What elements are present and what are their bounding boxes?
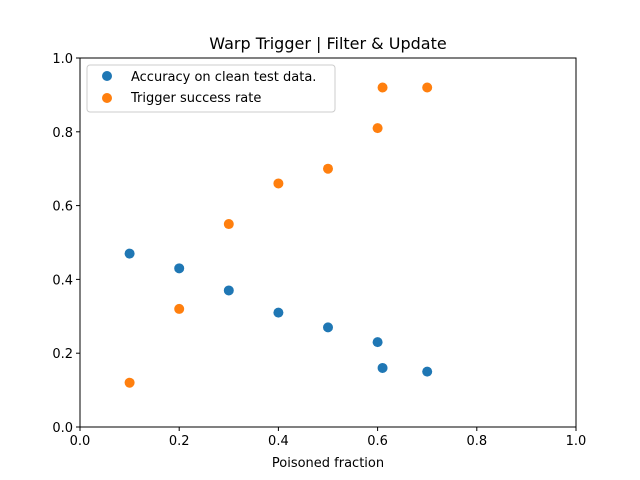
x-tick-label: 0.6: [367, 434, 388, 449]
y-tick-label: 0.6: [52, 200, 73, 215]
legend-box: [86, 64, 336, 113]
legend-marker-accuracy: [102, 71, 112, 81]
data-point-series-1: [223, 219, 234, 230]
x-tick-label: 1.0: [566, 434, 587, 449]
x-axis-label: Poisoned fraction: [272, 456, 384, 471]
y-tick-label: 0.8: [52, 126, 73, 141]
legend-label-trigger: Trigger success rate: [130, 91, 261, 106]
data-point-series-1: [124, 377, 135, 388]
legend-label-accuracy: Accuracy on clean test data.: [131, 70, 316, 85]
data-point-series-0: [124, 248, 135, 259]
x-tick-label: 0.8: [466, 434, 487, 449]
x-axis-ticks: 0.0 0.2 0.4 0.6 0.8 1.0: [70, 427, 587, 449]
data-point-series-1: [377, 82, 388, 93]
data-points: [124, 82, 433, 388]
y-tick-label: 0.2: [52, 347, 73, 362]
y-tick-label: 0.4: [52, 273, 73, 288]
data-point-series-0: [174, 263, 185, 274]
legend: Accuracy on clean test data. Trigger suc…: [86, 64, 336, 113]
y-axis-ticks: 0.0 0.2 0.4 0.6 0.8 1.0: [52, 52, 80, 436]
plot-frame: [79, 57, 577, 428]
data-point-series-1: [323, 163, 333, 174]
data-point-series-0: [273, 307, 284, 318]
data-point-series-0: [223, 285, 234, 296]
data-point-series-0: [422, 366, 433, 377]
y-tick-label: 0.0: [52, 421, 73, 436]
data-point-series-1: [372, 123, 383, 134]
x-tick-label: 0.0: [70, 434, 91, 449]
data-point-series-1: [422, 82, 433, 93]
x-tick-label: 0.2: [169, 434, 190, 449]
legend-marker-trigger: [102, 93, 112, 103]
data-point-series-0: [323, 322, 333, 333]
data-point-series-0: [372, 337, 383, 348]
data-point-series-0: [377, 362, 388, 373]
y-tick-label: 1.0: [52, 52, 73, 67]
data-point-series-1: [174, 303, 185, 314]
chart-title: Warp Trigger | Filter & Update: [209, 34, 446, 53]
data-point-series-1: [273, 178, 284, 189]
x-tick-label: 0.4: [268, 434, 289, 449]
